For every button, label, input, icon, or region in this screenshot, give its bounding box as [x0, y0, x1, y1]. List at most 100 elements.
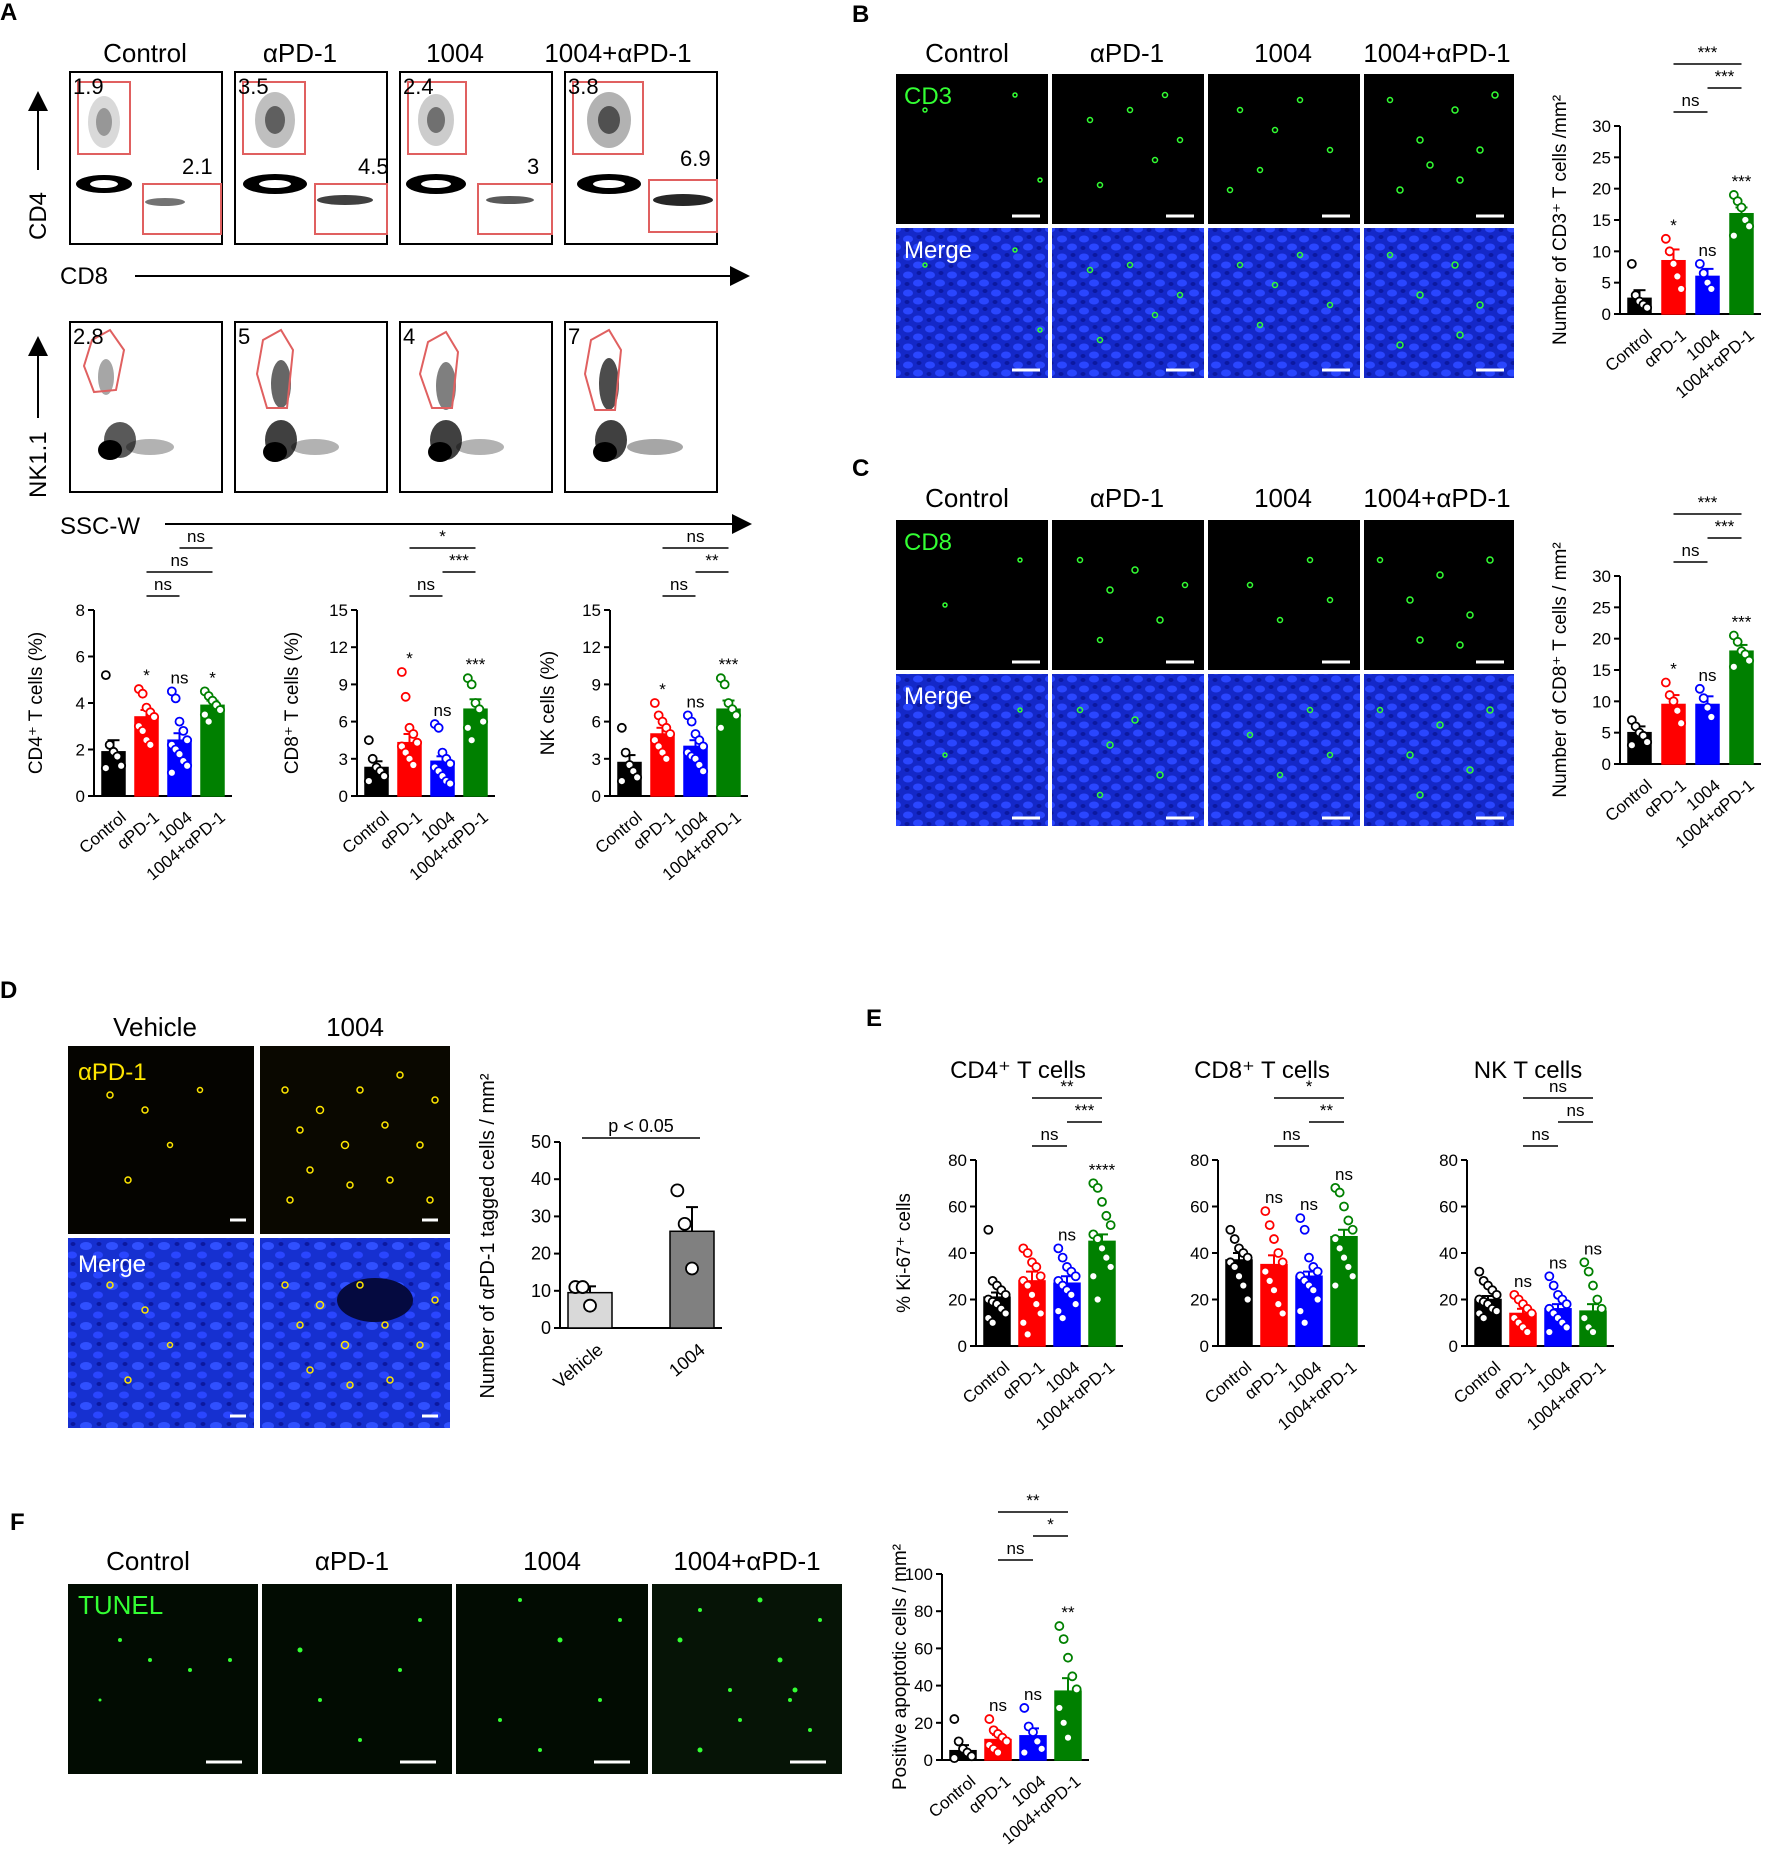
bar [1695, 703, 1720, 765]
data-point [1312, 1266, 1323, 1277]
data-point [715, 722, 726, 733]
data-point [1022, 1248, 1033, 1258]
data-point [616, 722, 627, 733]
y-tick-label: 15 [329, 601, 348, 620]
data-point [1070, 1271, 1081, 1282]
nk-percentage: 2.8 [73, 324, 104, 349]
group-header: Control [925, 38, 1009, 68]
stain-label-cd3: CD3 [904, 83, 952, 110]
y-tick-label: 0 [1602, 755, 1611, 774]
group-header: 1004+αPD-1 [1363, 38, 1510, 68]
data-point [1277, 1257, 1288, 1268]
flow-plot [564, 321, 718, 493]
data-point [445, 778, 456, 789]
data-point [1053, 1306, 1064, 1317]
significance-label: ns [1300, 1195, 1318, 1214]
data-point [1063, 1732, 1073, 1743]
significance-label: ns [171, 668, 189, 687]
stain-label-apd1: αPD-1 [78, 1059, 147, 1086]
data-point [1242, 1252, 1253, 1263]
comparison-label: ns [1532, 1125, 1550, 1144]
data-point [1092, 1294, 1103, 1305]
data-point [1579, 1313, 1590, 1323]
data-point [1067, 1671, 1078, 1682]
panel-a: A Control αPD-1 1004 1004+αPD-1 [0, 0, 752, 540]
y-tick-label: 10 [531, 1281, 551, 1301]
group-header: Vehicle [113, 1012, 197, 1042]
data-point [1036, 1743, 1047, 1754]
flow-plot [399, 321, 553, 493]
significance-label: *** [466, 655, 486, 674]
cd4-percentage: 3.8 [568, 74, 599, 99]
y-tick-label: 0 [592, 787, 601, 806]
data-point [116, 760, 127, 771]
data-point [731, 710, 742, 721]
data-point [1588, 1280, 1598, 1291]
data-point [1626, 258, 1637, 269]
y-axis-label: CD8⁺ T cells (%) [282, 632, 303, 774]
comparison-label: *** [449, 551, 469, 570]
comparison-label: *** [1715, 517, 1735, 536]
y-tick-label: 12 [329, 638, 348, 657]
significance-label: ** [1061, 1603, 1075, 1622]
data-point [1732, 636, 1743, 647]
data-point [367, 753, 378, 764]
stain-label-cd8: CD8 [904, 529, 952, 556]
axis-label-cd8: CD8 [60, 263, 108, 290]
y-tick-label: 20 [1592, 630, 1611, 649]
data-point [178, 726, 189, 736]
data-point [166, 767, 177, 778]
data-point [112, 751, 123, 762]
data-point [466, 735, 477, 746]
y-tick-label: 40 [531, 1169, 551, 1189]
panel-c: C Control αPD-1 1004 1004+αPD-1 [852, 455, 1514, 826]
group-header: αPD-1 [315, 1546, 389, 1576]
significance-label: ns [1024, 1685, 1042, 1704]
data-point [182, 760, 193, 771]
cd8-percentage: 2.1 [182, 154, 213, 179]
significance-label: ns [1265, 1188, 1283, 1207]
comparison-label: ns [154, 575, 172, 594]
micrograph-grid-apd1: αPD-1 Merge [68, 1046, 450, 1428]
comparison-label: *** [1715, 67, 1735, 86]
data-point [1269, 1285, 1279, 1296]
data-point [137, 688, 148, 699]
data-point [686, 716, 697, 727]
flow-plot [234, 321, 388, 493]
group-header: αPD-1 [1090, 483, 1164, 513]
significance-label: *** [1732, 613, 1752, 632]
y-axis-label: CD4⁺ T cells (%) [26, 632, 47, 774]
data-point [1269, 1234, 1279, 1244]
data-point [1698, 693, 1709, 704]
data-point [698, 741, 709, 752]
data-point [1057, 1313, 1068, 1323]
data-point [1478, 1313, 1489, 1323]
y-tick-label: 80 [1439, 1151, 1458, 1170]
data-point [575, 1280, 590, 1294]
data-point [1070, 1299, 1081, 1310]
comparison-label: * [1047, 1515, 1054, 1534]
y-tick-label: 40 [914, 1677, 933, 1696]
data-point [1706, 712, 1717, 722]
significance-label: ns [434, 701, 452, 720]
data-point [1097, 1196, 1107, 1207]
stain-label-merge: Merge [904, 237, 972, 264]
data-point [1229, 1262, 1240, 1272]
comparison-label: *** [1698, 43, 1718, 62]
y-tick-label: 30 [1592, 567, 1611, 586]
panel-letter-e: E [866, 1005, 882, 1032]
data-point [1660, 677, 1671, 688]
data-point [1054, 1703, 1065, 1713]
y-axis-label: Number of CD3⁺ T cells /mm² [1550, 95, 1571, 345]
data-point [1022, 1280, 1033, 1291]
y-axis-label: NK cells (%) [538, 651, 559, 756]
y-tick-label: 40 [1439, 1244, 1458, 1263]
y-tick-label: 9 [592, 675, 601, 694]
cd8-percentage: 6.9 [680, 146, 711, 171]
nk-percentage: 5 [238, 324, 250, 349]
data-point [408, 760, 419, 770]
data-point [677, 1216, 692, 1231]
data-point [1544, 1271, 1555, 1282]
y-tick-label: 15 [1592, 211, 1611, 230]
